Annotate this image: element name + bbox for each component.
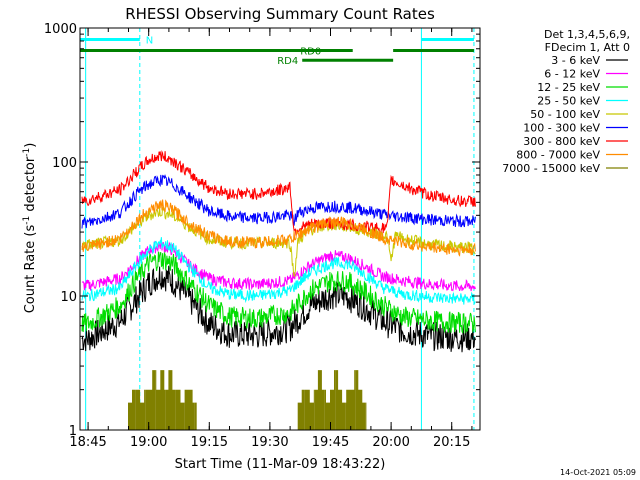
series-line-7	[81, 199, 476, 257]
series-line-1	[81, 239, 476, 292]
x-tick-label: 18:45	[69, 435, 106, 450]
series-line-6	[81, 150, 476, 236]
legend-label-3: 25 - 50 keV	[537, 95, 600, 108]
legend-label-4: 50 - 100 keV	[530, 108, 600, 121]
flag-label-rd0: RD0	[300, 46, 321, 57]
y-tick-label: 1	[69, 424, 77, 439]
chart-title: RHESSI Observing Summary Count Rates	[125, 5, 435, 23]
y-tick-label: 1000	[44, 22, 77, 37]
legend-label-8: 7000 - 15000 keV	[502, 162, 600, 175]
x-tick-label: 19:30	[251, 435, 288, 450]
x-tick-label: 19:45	[312, 435, 349, 450]
plot-frame	[79, 27, 481, 431]
y-tick-label: 10	[60, 290, 77, 305]
legend: Det 1,3,4,5,6,9, FDecim 1, Att 0 3 - 6 k…	[502, 28, 630, 175]
series-line-4	[81, 206, 476, 277]
legend-label-6: 300 - 800 keV	[523, 135, 600, 148]
series-line-8	[128, 370, 367, 430]
series-line-0	[81, 265, 476, 353]
x-tick-label: 20:15	[433, 435, 470, 450]
x-axis-ticks: 18:45 19:00 19:15 19:30 19:45 20:00 20:15	[69, 28, 473, 450]
legend-label-0: 3 - 6 keV	[551, 54, 600, 67]
x-tick-label: 19:15	[191, 435, 228, 450]
flag-label-rd4: RD4	[277, 56, 298, 67]
footer-timestamp: 14-Oct-2021 05:09	[560, 468, 636, 477]
legend-label-7: 800 - 7000 keV	[516, 149, 600, 162]
legend-header-line-2: FDecim 1, Att 0	[545, 41, 630, 54]
legend-header-line-1: Det 1,3,4,5,6,9,	[544, 28, 630, 41]
y-axis-label: Count Rate (s-1 detector-1)	[22, 143, 38, 314]
legend-label-1: 6 - 12 keV	[544, 68, 600, 81]
series-line-2	[81, 251, 476, 334]
series-line-5	[81, 173, 476, 229]
legend-label-2: 12 - 25 keV	[537, 81, 600, 94]
y-axis-ticks: 1 10 100 1000	[44, 22, 480, 439]
legend-label-5: 100 - 300 keV	[523, 122, 600, 135]
flag-label-n: N	[146, 36, 153, 47]
x-axis-label: Start Time (11-Mar-09 18:43:22)	[175, 457, 386, 472]
x-tick-label: 20:00	[372, 435, 409, 450]
series-line-3	[81, 237, 476, 305]
x-tick-label: 19:00	[130, 435, 167, 450]
y-tick-label: 100	[52, 156, 77, 171]
